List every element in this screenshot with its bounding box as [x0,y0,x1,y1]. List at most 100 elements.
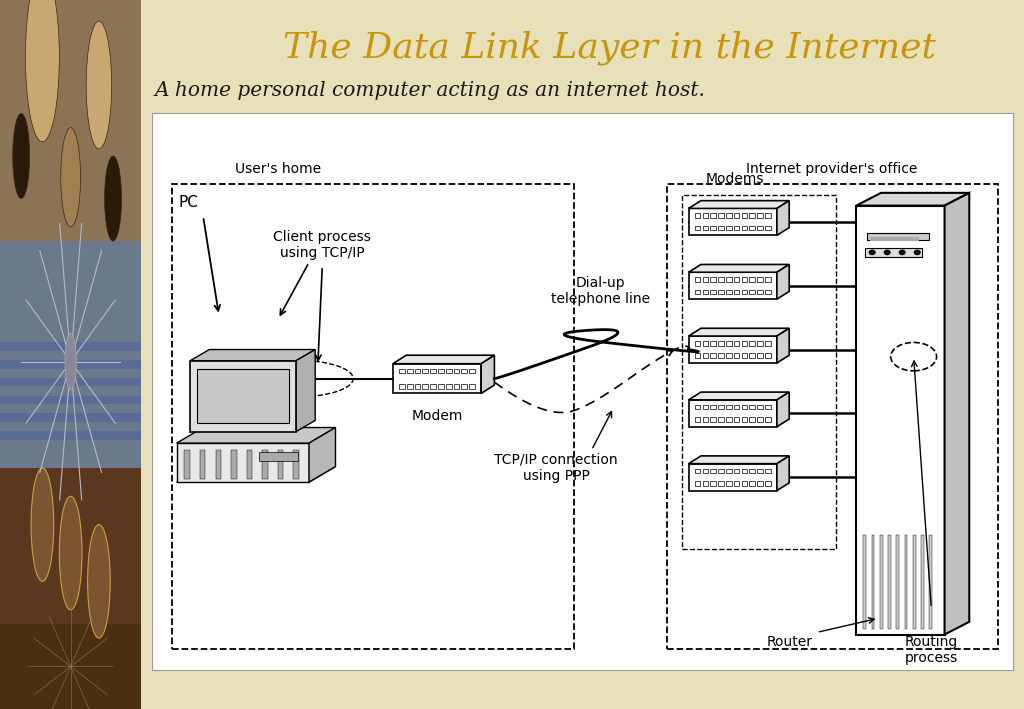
Bar [702,469,709,474]
Bar [688,464,777,491]
Bar [189,361,296,432]
Circle shape [31,468,53,581]
Circle shape [26,0,59,142]
Bar [726,289,732,294]
Bar [399,369,404,373]
Bar [718,289,724,294]
Bar [694,225,700,230]
Bar [741,469,748,474]
Bar [765,213,771,218]
Polygon shape [777,328,790,363]
Bar [407,384,413,389]
Bar [718,417,724,422]
Circle shape [899,250,905,255]
Circle shape [59,496,82,610]
Bar [0,378,141,386]
Text: Client process
using TCP/IP: Client process using TCP/IP [273,230,372,259]
Bar [741,225,748,230]
Bar [415,369,421,373]
Bar [870,237,919,241]
Bar [688,336,777,363]
Bar [688,208,777,235]
Polygon shape [777,264,790,299]
Bar [718,353,724,358]
Text: Routing
process: Routing process [904,635,957,665]
Bar [262,450,267,479]
Text: Modems: Modems [706,172,764,186]
Bar [231,450,237,479]
Bar [741,213,748,218]
Bar [711,417,716,422]
Bar [694,405,700,410]
Bar [259,452,298,461]
Bar [750,481,755,486]
Bar [711,213,716,218]
Polygon shape [856,193,970,206]
Bar [711,405,716,410]
Bar [462,384,467,389]
Bar [718,469,724,474]
Bar [200,450,206,479]
Bar [734,417,739,422]
Polygon shape [688,328,790,336]
Circle shape [88,525,111,638]
Bar [734,213,739,218]
Bar [757,469,763,474]
Bar [718,481,724,486]
Bar [702,417,709,422]
Bar [750,353,755,358]
Bar [734,469,739,474]
Bar [750,213,755,218]
Bar [711,289,716,294]
Bar [726,213,732,218]
Bar [726,353,732,358]
Bar [184,450,189,479]
Bar [734,225,739,230]
Bar [871,535,874,629]
Polygon shape [393,355,495,364]
Bar [0,360,141,369]
Bar [0,468,141,624]
Bar [0,624,141,709]
Bar [711,225,716,230]
Bar [445,369,452,373]
Circle shape [65,333,77,390]
Bar [750,417,755,422]
Bar [152,113,1013,670]
Circle shape [60,128,81,227]
Polygon shape [176,428,336,443]
Bar [718,225,724,230]
Bar [726,277,732,281]
Bar [718,341,724,346]
Bar [469,369,475,373]
Bar [711,481,716,486]
Bar [682,195,836,549]
Bar [423,369,428,373]
Bar [0,431,141,440]
Polygon shape [309,428,336,482]
Bar [867,233,929,240]
Bar [172,184,573,649]
Bar [757,277,763,281]
Bar [702,341,709,346]
Bar [757,289,763,294]
Bar [278,450,284,479]
Bar [757,405,763,410]
Bar [726,417,732,422]
Bar [904,535,907,629]
Bar [765,341,771,346]
Bar [423,384,428,389]
Polygon shape [189,350,315,361]
Bar [445,384,452,389]
Bar [757,417,763,422]
Bar [430,369,436,373]
Text: Dial-up
telephone line: Dial-up telephone line [551,276,650,306]
Polygon shape [688,201,790,208]
Bar [765,289,771,294]
Bar [734,405,739,410]
Bar [711,277,716,281]
Bar [415,384,421,389]
Bar [750,469,755,474]
Bar [880,535,883,629]
Bar [667,184,997,649]
